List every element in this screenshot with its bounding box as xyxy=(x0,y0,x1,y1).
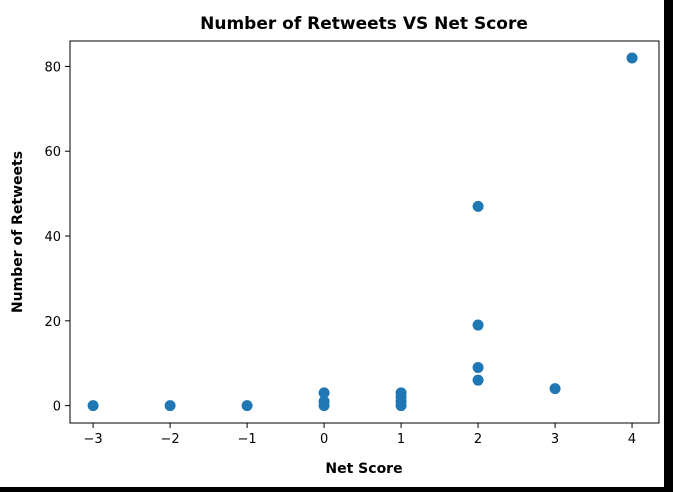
scatter-point xyxy=(318,387,330,399)
x-axis-label: Net Score xyxy=(325,461,402,477)
x-tick-label: 1 xyxy=(397,432,405,447)
x-tick-label: 4 xyxy=(628,432,636,447)
y-tick-label: 80 xyxy=(44,60,61,75)
plot-area xyxy=(69,40,660,424)
y-tick-label: 60 xyxy=(44,145,61,160)
y-tick-label: 40 xyxy=(44,230,61,245)
scatter-point xyxy=(318,395,330,407)
x-tick-label: 2 xyxy=(474,432,482,447)
x-tick-label: 3 xyxy=(551,432,559,447)
y-tick-label: 0 xyxy=(53,400,61,415)
x-tick-label: −3 xyxy=(84,432,103,447)
scatter-point xyxy=(472,200,484,212)
scatter-point xyxy=(472,319,484,331)
y-tick-label: 20 xyxy=(44,315,61,330)
x-axis-ticks: −3 −2 −1 0 1 2 3 4 xyxy=(84,423,636,447)
scatter-point xyxy=(241,400,253,412)
scatter-point xyxy=(626,52,638,64)
y-axis-label: Number of Retweets xyxy=(10,151,26,313)
scatter-point xyxy=(472,361,484,373)
x-tick-label: −2 xyxy=(161,432,180,447)
scatter-point xyxy=(395,387,407,399)
y-axis-ticks: 0 20 40 60 80 xyxy=(44,60,70,415)
scatter-point xyxy=(164,400,176,412)
scatter-point xyxy=(472,374,484,386)
scatter-point xyxy=(87,400,99,412)
chart-title: Number of Retweets VS Net Score xyxy=(200,14,528,34)
x-tick-label: −1 xyxy=(237,432,256,447)
scatter-point xyxy=(549,383,561,395)
x-tick-label: 0 xyxy=(320,432,328,447)
scatter-points xyxy=(87,52,638,412)
